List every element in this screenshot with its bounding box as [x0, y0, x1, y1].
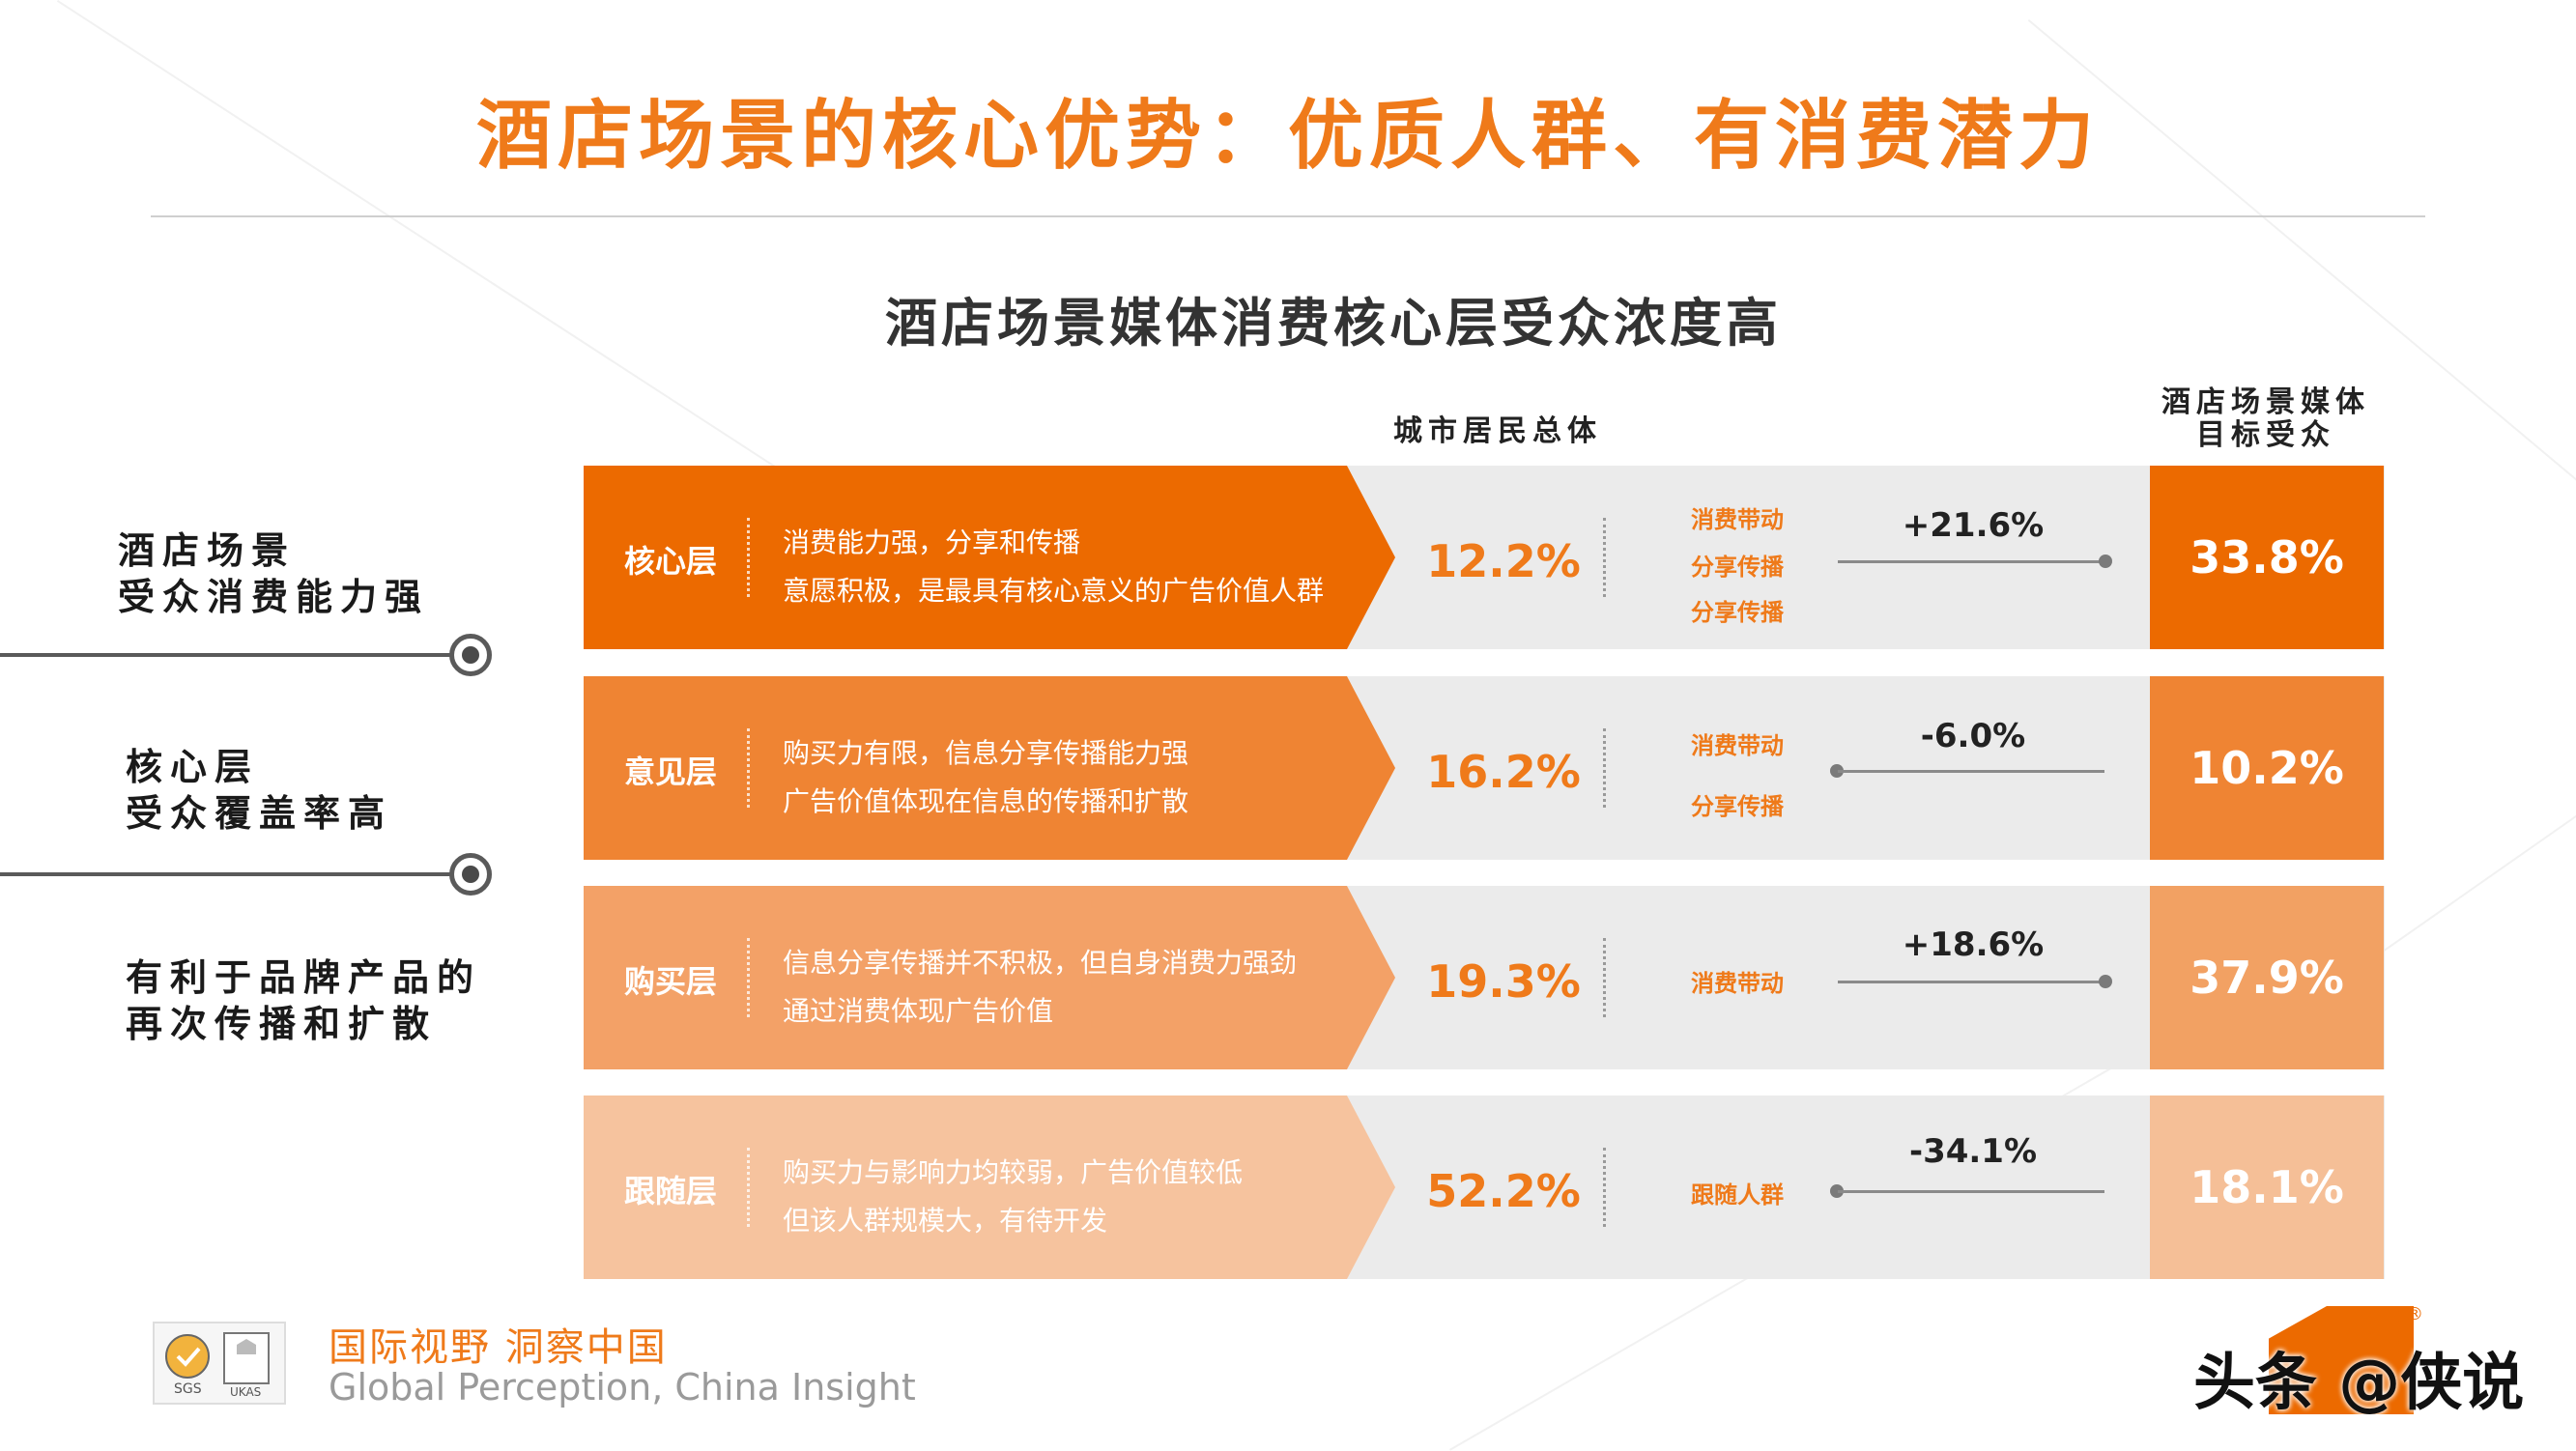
population-percentage: 12.2% — [1426, 535, 1581, 587]
layer-tag: 分享传播 — [1691, 793, 1784, 820]
layer-tag: 消费带动 — [1691, 506, 1784, 533]
population-percentage: 19.3% — [1426, 955, 1581, 1008]
layer-chevron — [584, 1095, 1395, 1279]
population-percentage: 52.2% — [1426, 1165, 1581, 1217]
dotted-separator — [1603, 518, 1606, 597]
layer-chevron — [584, 676, 1395, 860]
target-dot-icon — [462, 646, 479, 664]
difference-value: -34.1% — [1908, 1132, 2038, 1171]
certification-logos: SGS UKAS — [153, 1322, 286, 1405]
dotted-separator — [747, 938, 750, 1017]
ukas-label: UKAS — [230, 1385, 262, 1399]
dotted-separator — [747, 1148, 750, 1227]
footer-slogan-en: Global Perception, China Insight — [329, 1366, 916, 1408]
difference-line — [1838, 1190, 2104, 1193]
layer-desc-line: 购买力有限，信息分享传播能力强 — [783, 737, 1189, 769]
target-percentage: 10.2% — [2150, 676, 2384, 860]
target-percentage: 33.8% — [2150, 466, 2384, 649]
difference-value: -6.0% — [1920, 717, 2026, 755]
layer-tag: 消费带动 — [1691, 970, 1784, 997]
connector-line — [0, 872, 454, 876]
dotted-separator — [1603, 728, 1606, 808]
sgs-label: SGS — [174, 1381, 202, 1397]
target-dot-icon — [462, 866, 479, 883]
layer-desc-line: 通过消费体现广告价值 — [783, 995, 1054, 1027]
difference-line — [1838, 981, 2108, 983]
layer-name: 跟随层 — [623, 1173, 717, 1209]
line-start-dot-icon — [1830, 1184, 1844, 1198]
layer-desc-line: 消费能力强，分享和传播 — [783, 526, 1081, 558]
dotted-separator — [747, 728, 750, 808]
registered-mark-icon: ® — [2406, 1304, 2423, 1324]
layer-tag: 分享传播 — [1691, 599, 1784, 626]
layer-chevron — [584, 886, 1395, 1069]
difference-value: +21.6% — [1902, 506, 2045, 545]
layer-name: 核心层 — [623, 543, 717, 580]
page-title: 酒店场景的核心优势：优质人群、有消费潜力 — [475, 93, 2100, 180]
watermark-text: 头条 @侠说 — [2193, 1348, 2525, 1419]
layer-tag: 分享传播 — [1691, 554, 1784, 581]
target-column-header: 酒店场景媒体 目标受众 — [2161, 385, 2370, 452]
difference-value: +18.6% — [1902, 925, 2045, 964]
line-start-dot-icon — [1830, 764, 1844, 778]
connector-line — [0, 653, 454, 657]
layer-tag: 跟随人群 — [1691, 1181, 1784, 1209]
layer-name: 意见层 — [623, 754, 717, 790]
layer-chevron — [584, 466, 1395, 649]
target-percentage: 37.9% — [2150, 886, 2384, 1069]
dotted-separator — [1603, 938, 1606, 1017]
sgs-ukas-logo-icon — [165, 1332, 270, 1384]
layer-desc-line: 信息分享传播并不积极，但自身消费力强劲 — [783, 947, 1298, 979]
target-percentage: 18.1% — [2150, 1095, 2384, 1279]
left-label-spread: 有利于品牌产品的 再次传播和扩散 — [126, 956, 482, 1045]
layer-desc-line: 广告价值体现在信息的传播和扩散 — [783, 785, 1189, 817]
dotted-separator — [1603, 1148, 1606, 1227]
difference-line — [1838, 770, 2104, 773]
layer-tag: 消费带动 — [1691, 732, 1784, 759]
chart-subtitle: 酒店场景媒体消费核心层受众浓度高 — [885, 293, 1782, 354]
population-percentage: 16.2% — [1426, 746, 1581, 798]
layer-name: 购买层 — [623, 963, 717, 1000]
line-end-dot-icon — [2099, 975, 2112, 988]
layer-desc-line: 但该人群规模大，有待开发 — [783, 1205, 1108, 1237]
left-label-consumption: 酒店场景 受众消费能力强 — [118, 529, 430, 618]
title-divider — [151, 215, 2425, 217]
dotted-separator — [747, 518, 750, 597]
layer-desc-line: 意愿积极，是最具有核心意义的广告价值人群 — [783, 575, 1325, 607]
target-marker-icon — [449, 634, 492, 676]
line-end-dot-icon — [2099, 555, 2112, 568]
footer-slogan-cn: 国际视野 洞察中国 — [329, 1325, 668, 1370]
population-column-header: 城市居民总体 — [1393, 414, 1602, 448]
difference-line — [1838, 560, 2108, 563]
left-label-coverage: 核心层 受众覆盖率高 — [126, 746, 393, 835]
layer-desc-line: 购买力与影响力均较弱，广告价值较低 — [783, 1156, 1244, 1188]
